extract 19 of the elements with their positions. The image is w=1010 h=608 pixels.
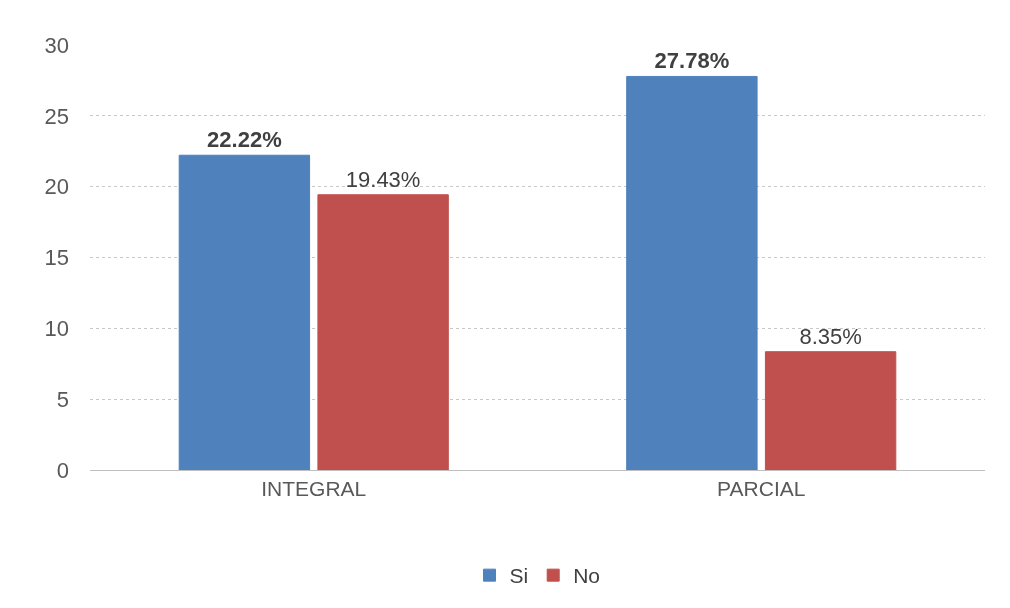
y-tick-label: 10 — [44, 316, 69, 342]
data-label: 27.78% — [654, 48, 730, 74]
x-tick-label: INTEGRAL — [261, 477, 367, 501]
y-tick-label: 0 — [56, 457, 69, 483]
data-label: 8.35% — [799, 323, 862, 349]
y-tick-label: 15 — [44, 245, 69, 271]
data-label: 22.22% — [207, 127, 282, 153]
y-tick-label: 30 — [44, 32, 69, 58]
legend-label: No — [573, 564, 601, 588]
bar — [317, 194, 449, 470]
y-tick-label: 20 — [44, 174, 69, 200]
y-tick-label: 5 — [56, 386, 69, 412]
legend-label: Si — [509, 564, 529, 588]
bar — [626, 75, 758, 470]
bar — [178, 154, 311, 470]
bar — [764, 351, 897, 470]
y-tick-label: 25 — [44, 103, 69, 129]
data-label: 19.43% — [345, 166, 421, 192]
x-tick-label: PARCIAL — [717, 477, 806, 501]
